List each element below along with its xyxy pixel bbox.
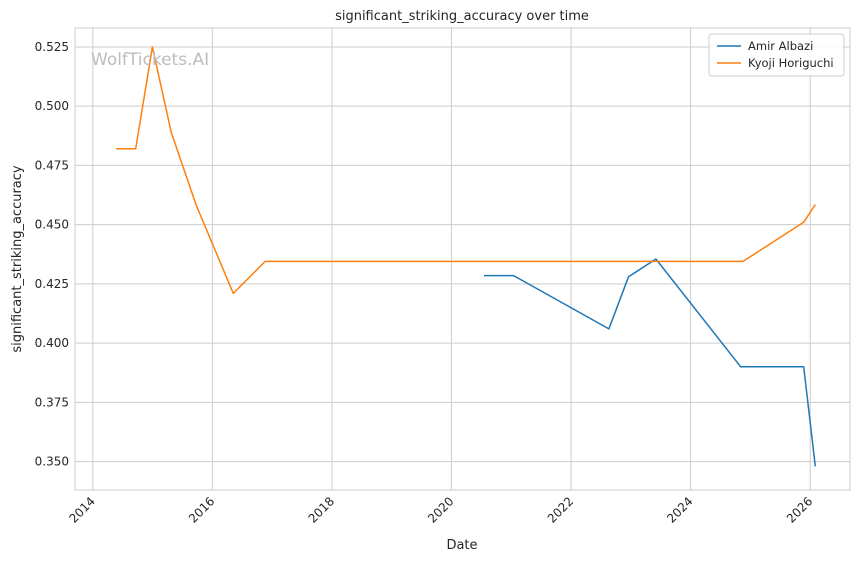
grid (75, 28, 850, 490)
legend-box (708, 33, 845, 77)
chart-title: significant_striking_accuracy over time (335, 9, 589, 24)
legend-label-amir-albazi: Amir Albazi (748, 39, 813, 53)
x-tick-label: 2014 (66, 494, 97, 525)
watermark: WolfTickets.AI (91, 50, 209, 70)
y-axis: 0.350 0.375 0.400 0.425 0.450 0.475 0.500 0.525 (35, 40, 69, 469)
x-tick-label: 2022 (545, 494, 576, 525)
series-line-amir-albazi (484, 258, 817, 467)
y-tick-label: 0.525 (35, 40, 69, 54)
x-tick-label: 2024 (664, 494, 695, 525)
y-tick-label: 0.500 (35, 99, 69, 113)
series-lines (116, 46, 817, 467)
plot-frame (74, 27, 851, 491)
x-tick-label: 2020 (425, 494, 456, 525)
x-tick-label: 2016 (186, 494, 217, 525)
x-axis: 2014 2016 2018 2020 2022 2024 2026 (66, 494, 815, 525)
x-tick-label: 2018 (306, 494, 337, 525)
y-tick-label: 0.375 (35, 395, 69, 409)
plot-background (75, 28, 850, 490)
legend-label-kyoji-horiguchi: Kyoji Horiguchi (748, 56, 834, 70)
x-axis-title: Date (446, 538, 477, 553)
y-tick-label: 0.475 (35, 158, 69, 172)
legend: Amir Albazi Kyoji Horiguchi (708, 33, 845, 77)
series-line-kyoji-horiguchi (116, 46, 816, 295)
y-tick-label: 0.450 (35, 218, 69, 232)
y-axis-title: significant_striking_accuracy (10, 165, 25, 353)
y-tick-label: 0.400 (35, 336, 69, 350)
x-tick-label: 2026 (784, 494, 815, 525)
y-tick-label: 0.350 (35, 455, 69, 469)
y-tick-label: 0.425 (35, 277, 69, 291)
